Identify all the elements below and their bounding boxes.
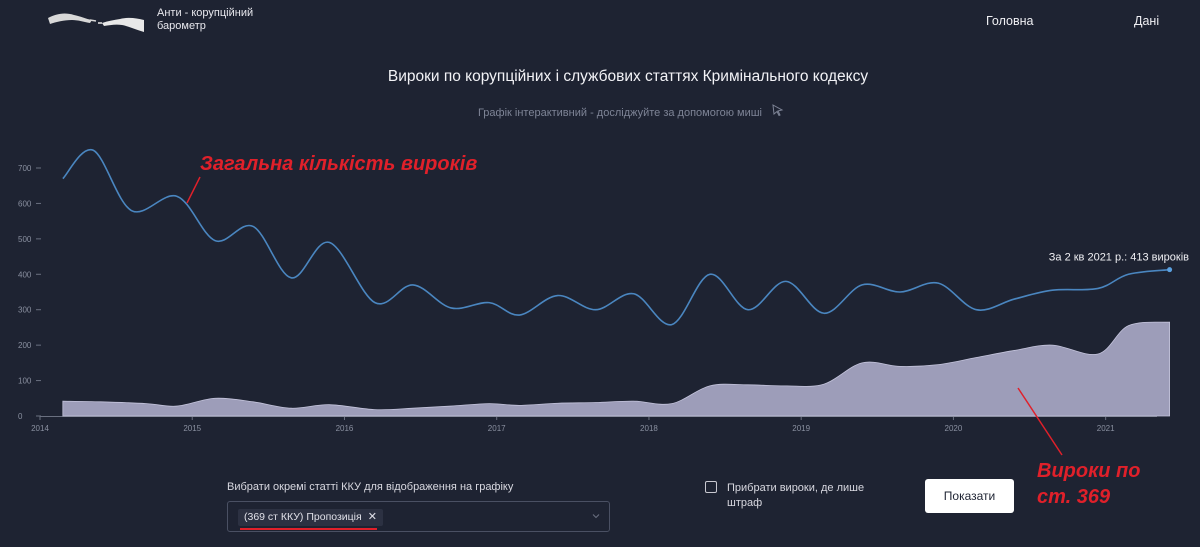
x-tick-label: 2018 [640,424,658,433]
annotation-art369: Вироки по ст. 369 [1037,458,1140,510]
annotation-art369-line1: Вироки по [1037,460,1141,482]
chart-subtitle: Графік інтерактивний - досліджуйте за до… [477,107,763,119]
x-tick-label: 2014 [31,424,49,433]
chevron-down-icon[interactable] [591,511,601,521]
article-select-label: Вибрати окремі статті ККУ для відображен… [227,481,514,493]
mouse-pointer-icon [772,104,784,117]
nav-home-link[interactable]: Головна [986,14,1034,28]
x-tick-label: 2021 [1097,424,1115,433]
y-tick-label: 600 [18,199,32,208]
brand-line-2: барометр [157,20,206,32]
y-tick-label: 500 [18,235,32,244]
series-line-total [62,148,1170,326]
article-select[interactable]: (369 ст ККУ) Пропозиція ✕ [227,501,610,532]
logo-hands-icon[interactable] [46,6,146,36]
selected-article-tag[interactable]: (369 ст ККУ) Пропозиція ✕ [238,509,383,526]
x-tick-label: 2016 [336,424,354,433]
series-area-art369 [62,321,1170,417]
nav-data-link[interactable]: Дані [1134,14,1160,28]
chart-tooltip: За 2 кв 2021 р.: 413 вироків [1049,252,1189,264]
selected-article-tag-label: (369 ст ККУ) Пропозиція [244,511,362,523]
y-tick-label: 0 [18,412,23,421]
verdicts-chart[interactable]: 0 100 200 300 400 500 600 700 2014 2015 2016 2017 20… [0,130,1200,440]
series-line-last-point [1167,267,1173,273]
fine-only-checkbox-label[interactable]: Прибрати вироки, де лише штраф [727,482,865,509]
y-tick-label: 200 [18,341,32,350]
y-tick-label: 700 [18,164,32,173]
page-title: Вироки по корупційних і службових стаття… [387,68,869,85]
fine-only-checkbox[interactable] [705,481,717,493]
header: Анти - корупційний барометр Головна Дані [0,0,1200,50]
annotation-art369-line2: ст. 369 [1037,486,1111,508]
show-button[interactable]: Показати [925,479,1014,513]
x-tick-label: 2017 [488,424,506,433]
y-tick-label: 300 [18,306,32,315]
y-tick-label: 100 [18,377,32,386]
brand-line-1: Анти - корупційний [157,7,254,19]
x-tick-label: 2015 [183,424,201,433]
remove-tag-close-icon[interactable]: ✕ [367,511,377,523]
tag-underline-highlight [240,528,377,530]
brand-name[interactable]: Анти - корупційний барометр [157,7,267,33]
x-tick-label: 2020 [945,424,963,433]
x-tick-label: 2019 [792,424,810,433]
y-tick-label: 400 [18,270,32,279]
annotation-total: Загальна кількість вироків [200,153,478,175]
